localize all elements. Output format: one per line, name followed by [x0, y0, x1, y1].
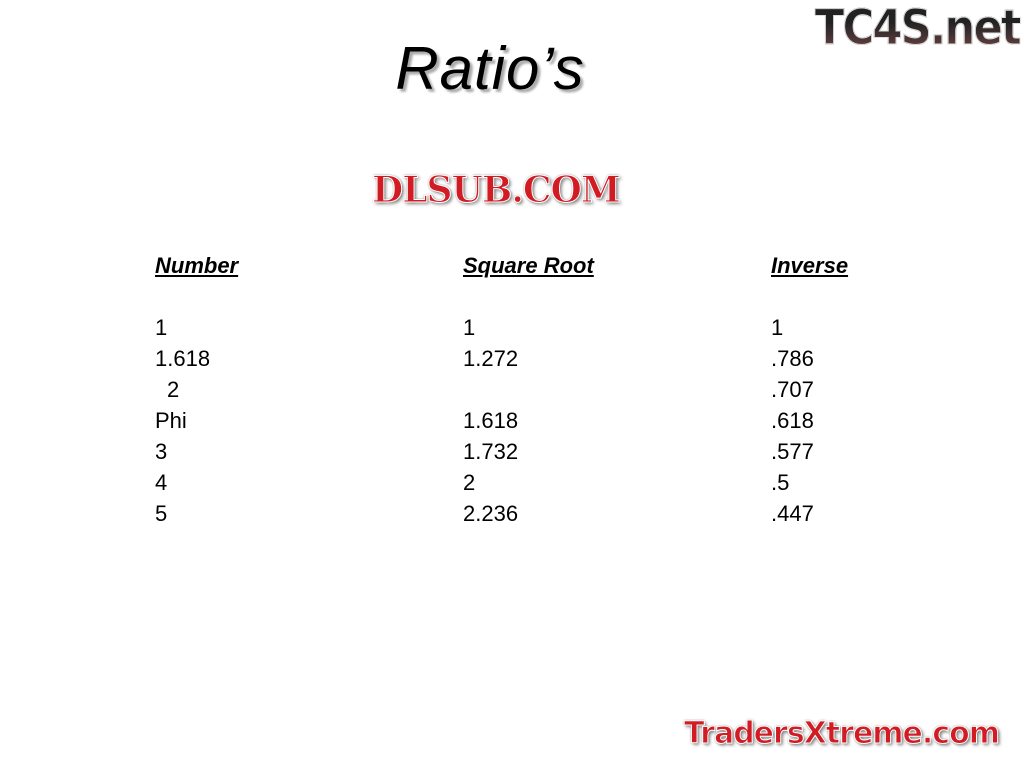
number-column: Number 1 1.618 2 Phi 3 4 5	[155, 250, 238, 529]
cell: .786	[771, 346, 814, 371]
inverse-column: Inverse 1 .786 .707 .618 .577 .5 .447	[771, 250, 848, 529]
cell: .5	[771, 470, 790, 495]
cell: 1	[155, 315, 168, 340]
cell: 2	[167, 377, 180, 402]
cell: 1.618	[463, 408, 519, 433]
cell: 3	[155, 439, 168, 464]
cell: 1	[463, 315, 476, 340]
cell	[463, 374, 594, 405]
cell: 1.618	[155, 346, 211, 371]
cell: 4	[155, 470, 168, 495]
cell: .707	[771, 377, 814, 402]
cell: 2	[463, 470, 476, 495]
header-square-root: Square Root	[463, 253, 594, 278]
cell: 5	[155, 501, 168, 526]
tradersxtreme-watermark: TradersXtreme.com	[684, 716, 1001, 752]
cell: 2.236	[463, 501, 519, 526]
dlsub-watermark: DLSUB.COM	[372, 169, 622, 212]
slide-title: Ratio’s	[395, 35, 585, 102]
cell: 1.732	[463, 439, 519, 464]
tc4s-logo: TC4S.net	[814, 0, 1022, 57]
square-root-column: Square Root 1 1.272 1.618 1.732 2 2.236	[463, 250, 594, 529]
header-number: Number	[155, 253, 239, 278]
cell: 1	[771, 315, 784, 340]
cell: 1.272	[463, 346, 519, 371]
cell: .447	[771, 501, 814, 526]
cell: .618	[771, 408, 814, 433]
cell: .577	[771, 439, 814, 464]
cell: Phi	[155, 408, 187, 433]
header-inverse: Inverse	[771, 253, 849, 278]
